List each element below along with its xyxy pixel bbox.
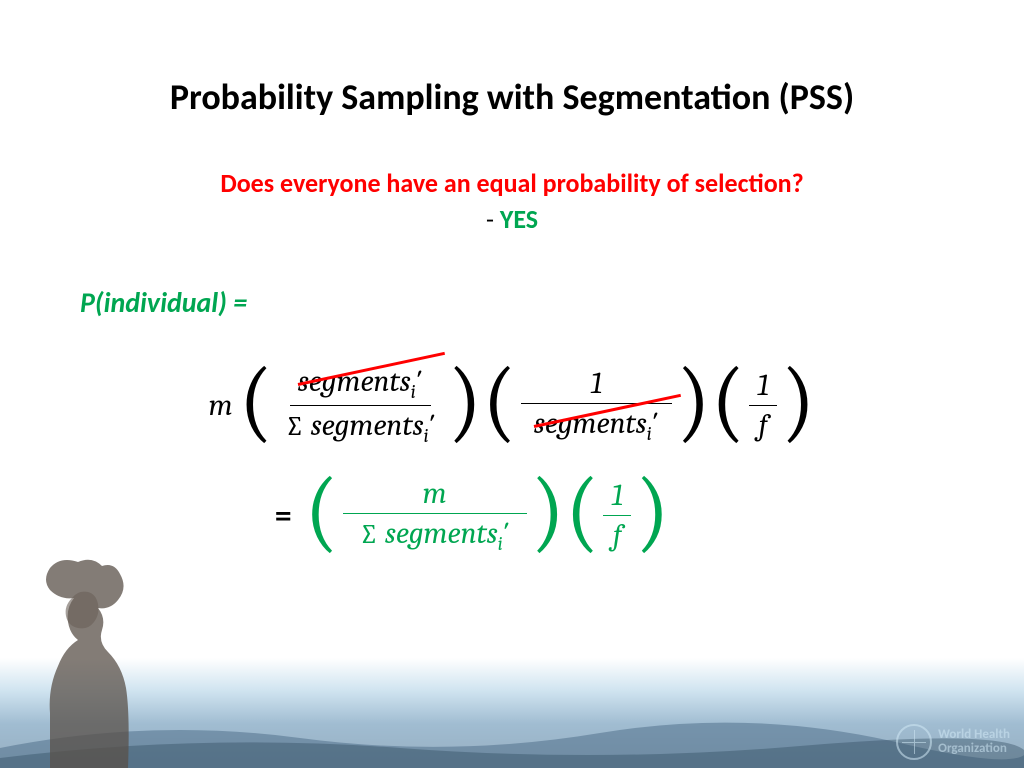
- coefficient-m: m: [209, 388, 233, 423]
- denominator-5: f: [605, 516, 630, 555]
- question-text: Does everyone have an equal probability …: [0, 167, 1024, 199]
- formula1-term3: ( 1 f ): [711, 360, 816, 450]
- numerator-5: 1: [603, 476, 631, 516]
- p-individual-label: P(individual) =: [80, 285, 1024, 320]
- left-paren: (: [711, 356, 745, 446]
- equals-sign: =: [274, 498, 292, 533]
- right-paren: ): [781, 356, 815, 446]
- fraction-5: 1 f: [603, 476, 631, 555]
- numerator-1: segmentsi′: [290, 362, 431, 406]
- right-paren: ): [635, 466, 669, 556]
- fraction-4: m ∑ segmentsi′: [343, 474, 527, 557]
- right-paren: ): [676, 356, 710, 446]
- who-text: World Health Organization: [938, 728, 1010, 757]
- answer-yes: YES: [500, 203, 538, 235]
- formula-row-1: m ( segmentsi′ ∑ segmentsi′ ) ( 1 segmen…: [0, 360, 1024, 450]
- numerator-2: 1: [521, 364, 673, 404]
- right-paren: ): [531, 466, 565, 556]
- left-paren: (: [565, 466, 599, 556]
- who-logo: World Health Organization: [896, 724, 1010, 760]
- left-paren: (: [304, 466, 338, 556]
- person-silhouette: [0, 548, 170, 768]
- denominator-3: f: [751, 406, 776, 445]
- numerator-3: 1: [749, 366, 777, 406]
- answer-dash: -: [486, 203, 494, 235]
- denominator-1: ∑ segmentsi′: [277, 406, 444, 449]
- formula2-term2: ( 1 f ): [565, 470, 670, 560]
- denominator-2: segmentsi′: [526, 404, 667, 447]
- answer-line: - YES: [0, 203, 1024, 235]
- formula2-term1: ( m ∑ segmentsi′ ): [304, 470, 565, 560]
- fraction-3: 1 f: [749, 366, 777, 445]
- fraction-2: 1 segmentsi′: [521, 364, 673, 447]
- denominator-4: ∑ segmentsi′: [351, 514, 518, 557]
- fraction-1: segmentsi′ ∑ segmentsi′: [277, 362, 444, 449]
- numerator-4: m: [343, 474, 527, 514]
- formula1-term2: ( 1 segmentsi′ ): [482, 360, 711, 450]
- left-paren: (: [482, 356, 516, 446]
- right-paren: ): [448, 356, 482, 446]
- formula-row-2: = ( m ∑ segmentsi′ ) ( 1 f ): [0, 470, 984, 560]
- slide: Probability Sampling with Segmentation (…: [0, 0, 1024, 768]
- left-paren: (: [239, 356, 273, 446]
- slide-title: Probability Sampling with Segmentation (…: [0, 0, 1024, 119]
- who-emblem-icon: [896, 724, 932, 760]
- formula1-term1: ( segmentsi′ ∑ segmentsi′ ): [239, 360, 482, 450]
